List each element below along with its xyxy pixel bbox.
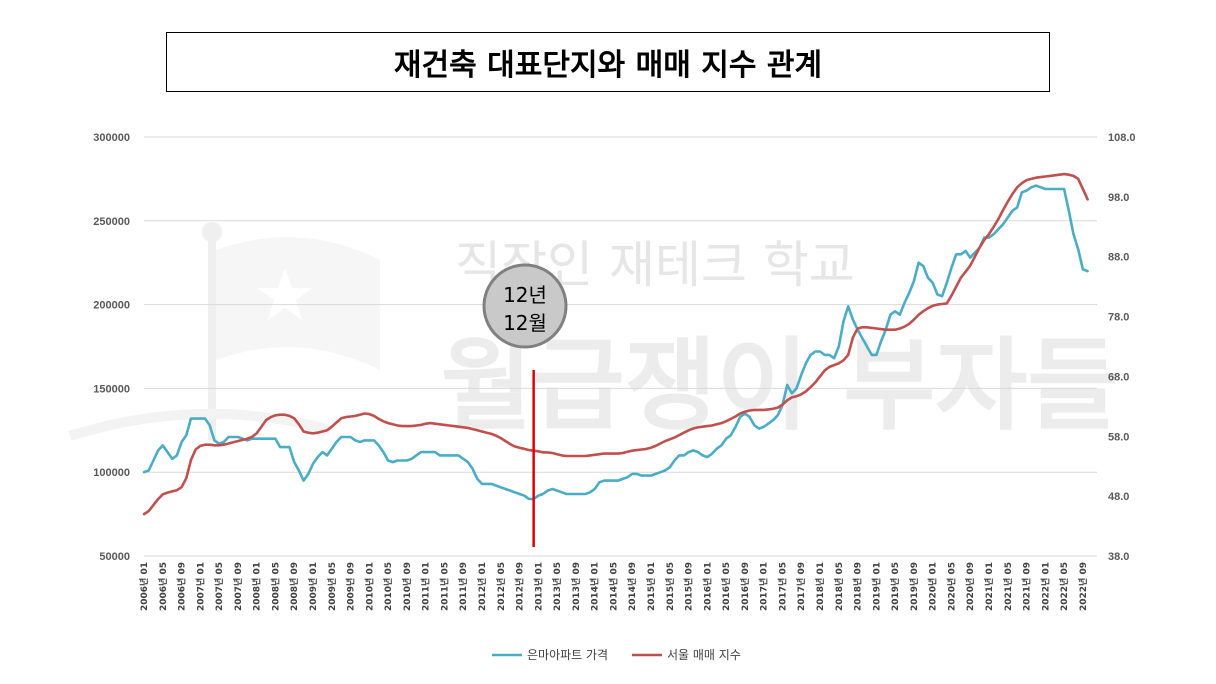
x-tick-label: 2022년 05: [1058, 562, 1070, 611]
y-right-tick-label: 78.0: [1108, 312, 1129, 324]
watermark-flag-icon: [68, 222, 380, 441]
series-line-1: [142, 184, 1089, 501]
x-axis: 2006년 01 2006년 05 2006년 09 2007년 01 2007년 05…: [138, 562, 1089, 611]
y-axis-right: 108.0 98.0 88.0 78.0 68.0 58.0 48.0 38.0: [1108, 132, 1136, 563]
x-tick-label: 2019년 01: [870, 562, 882, 611]
series-lines: [142, 172, 1089, 516]
x-tick-label: 2012년 09: [514, 562, 526, 611]
x-tick-label: 2007년 05: [213, 562, 225, 611]
x-tick-label: 2008년 09: [288, 562, 300, 611]
x-tick-label: 2022년 09: [1077, 562, 1089, 611]
y-left-tick-label: 100000: [93, 467, 130, 479]
x-tick-label: 2011년 05: [439, 562, 451, 611]
x-tick-label: 2013년 01: [532, 562, 544, 611]
y-left-tick-label: 150000: [93, 383, 130, 395]
x-tick-label: 2010년 05: [382, 562, 394, 611]
x-tick-label: 2018년 01: [814, 562, 826, 611]
x-tick-label: 2009년 09: [345, 562, 357, 611]
x-tick-label: 2014년 01: [589, 562, 601, 611]
x-tick-label: 2007년 01: [194, 562, 206, 611]
y-right-tick-label: 98.0: [1108, 192, 1129, 204]
legend-label: 은마아파트 가격: [527, 648, 608, 662]
x-tick-label: 2008년 05: [269, 562, 281, 611]
y-right-tick-label: 108.0: [1108, 132, 1136, 144]
x-tick-label: 2021년 05: [1002, 562, 1014, 611]
y-left-tick-label: 50000: [99, 551, 130, 563]
x-tick-label: 2013년 09: [570, 562, 582, 611]
x-tick-label: 2020년 05: [946, 562, 958, 611]
x-tick-label: 2021년 01: [983, 562, 995, 611]
x-tick-label: 2015년 01: [645, 562, 657, 611]
x-tick-label: 2006년 09: [176, 562, 188, 611]
legend-label: 서울 매매 지수: [667, 648, 741, 662]
y-right-tick-label: 68.0: [1108, 371, 1129, 383]
x-tick-label: 2010년 01: [363, 562, 375, 611]
callout-line1: 12년: [503, 283, 547, 307]
x-tick-label: 2014년 09: [626, 562, 638, 611]
series-line-2: [142, 172, 1089, 516]
y-right-tick-label: 58.0: [1108, 431, 1129, 443]
x-tick-label: 2011년 01: [420, 562, 432, 611]
y-right-tick-label: 38.0: [1108, 551, 1129, 563]
gridlines: [144, 136, 1097, 557]
y-right-tick-label: 88.0: [1108, 252, 1129, 264]
y-right-tick-label: 48.0: [1108, 491, 1129, 503]
x-tick-label: 2022년 01: [1039, 562, 1051, 611]
x-tick-label: 2018년 09: [852, 562, 864, 611]
x-tick-label: 2013년 05: [551, 562, 563, 611]
x-tick-label: 2006년 05: [157, 562, 169, 611]
callout-line2: 12월: [503, 311, 547, 335]
x-tick-label: 2016년 01: [701, 562, 713, 611]
x-tick-label: 2015년 05: [664, 562, 676, 611]
y-left-tick-label: 250000: [93, 216, 130, 228]
chart-title: 재건축 대표단지와 매매 지수 관계: [166, 32, 1050, 92]
x-tick-label: 2011년 09: [457, 562, 469, 611]
x-tick-label: 2006년 01: [138, 562, 150, 611]
x-tick-label: 2017년 09: [795, 562, 807, 611]
x-tick-label: 2019년 05: [889, 562, 901, 611]
y-left-tick-label: 200000: [93, 300, 130, 312]
x-tick-label: 2020년 09: [964, 562, 976, 611]
x-tick-label: 2014년 05: [608, 562, 620, 611]
x-tick-label: 2010년 09: [401, 562, 413, 611]
callout: 12년 12월: [482, 263, 568, 547]
x-tick-label: 2017년 05: [777, 562, 789, 611]
x-tick-label: 2012년 01: [476, 562, 488, 611]
x-tick-label: 2008년 01: [251, 562, 263, 611]
x-tick-label: 2015년 09: [683, 562, 695, 611]
x-tick-label: 2020년 01: [927, 562, 939, 611]
watermark-line2: 월급쟁이 부자들: [441, 327, 1120, 444]
x-tick-label: 2021년 09: [1021, 562, 1033, 611]
x-tick-label: 2016년 09: [739, 562, 751, 611]
legend: 은마아파트 가격 서울 매매 지수: [492, 648, 741, 662]
x-tick-label: 2018년 05: [833, 562, 845, 611]
x-tick-label: 2012년 05: [495, 562, 507, 611]
x-tick-label: 2009년 05: [326, 562, 338, 611]
x-tick-label: 2017년 01: [758, 562, 770, 611]
x-tick-label: 2016년 05: [720, 562, 732, 611]
x-tick-label: 2009년 01: [307, 562, 319, 611]
y-axis-left: 300000 250000 200000 150000 100000 50000: [93, 132, 130, 563]
y-left-tick-label: 300000: [93, 132, 130, 144]
x-tick-label: 2019년 09: [908, 562, 920, 611]
callout-circle: [482, 263, 568, 349]
watermark: 직장인 재테크 학교 월급쟁이 부자들: [68, 222, 1120, 444]
x-tick-label: 2007년 09: [232, 562, 244, 611]
